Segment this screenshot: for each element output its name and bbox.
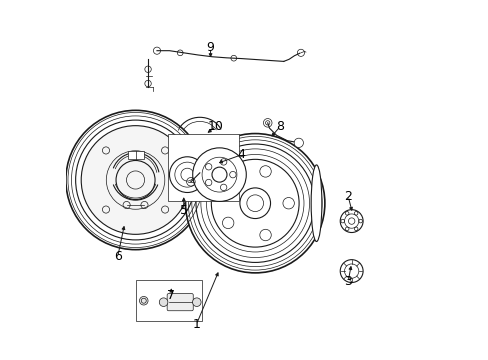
FancyBboxPatch shape: [167, 294, 193, 311]
Circle shape: [192, 298, 201, 306]
Text: 4: 4: [237, 148, 244, 162]
Text: 8: 8: [276, 120, 284, 133]
Circle shape: [294, 138, 303, 148]
Circle shape: [66, 111, 205, 249]
Text: 6: 6: [114, 250, 122, 263]
Circle shape: [340, 210, 363, 233]
Bar: [128, 151, 144, 159]
Ellipse shape: [310, 165, 321, 242]
Text: 5: 5: [180, 204, 187, 217]
Circle shape: [340, 260, 363, 283]
Circle shape: [81, 126, 189, 234]
Circle shape: [169, 157, 205, 193]
Bar: [135, 280, 201, 321]
Text: 9: 9: [206, 41, 214, 54]
Text: 3: 3: [344, 275, 351, 288]
Text: 7: 7: [167, 288, 175, 302]
Text: 10: 10: [207, 120, 224, 133]
Circle shape: [192, 148, 246, 202]
Circle shape: [139, 296, 148, 305]
Text: 2: 2: [344, 190, 351, 203]
Circle shape: [185, 134, 324, 273]
Text: 1: 1: [192, 318, 200, 331]
Bar: [167, 134, 239, 202]
Circle shape: [159, 298, 167, 306]
